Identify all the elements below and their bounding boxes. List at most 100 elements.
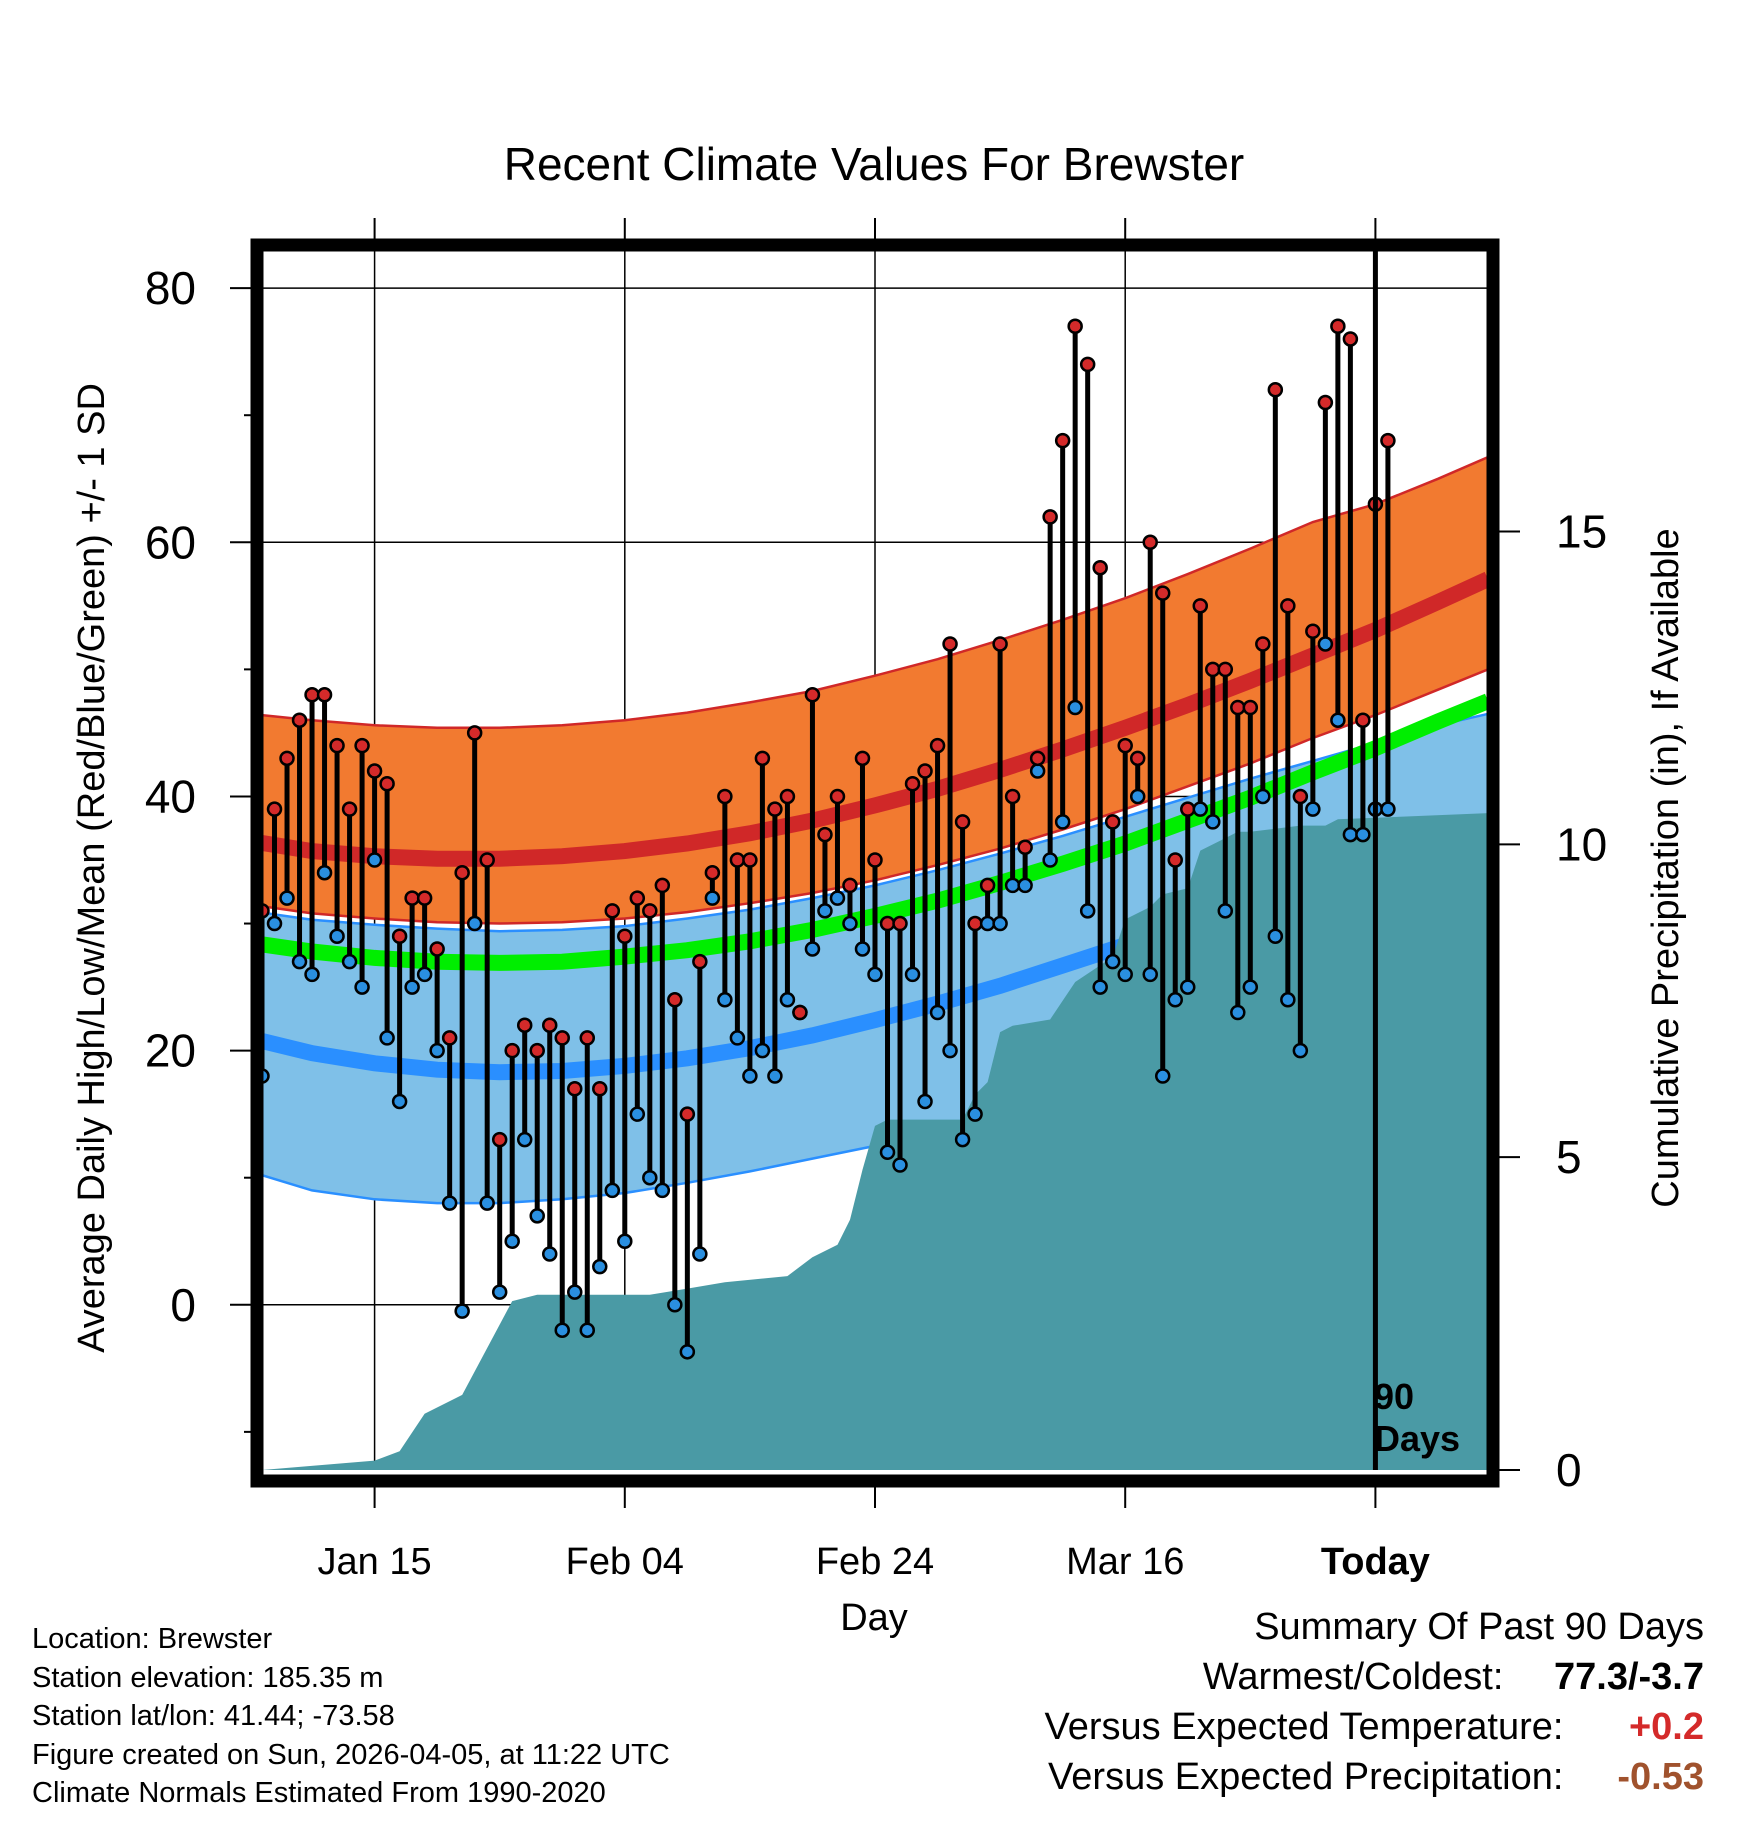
- x-axis-label: Day: [840, 1597, 908, 1639]
- daily-low-point: [1280, 992, 1296, 1008]
- daily-low-point: [954, 1131, 971, 1148]
- daily-low-point: [341, 953, 358, 970]
- summary-heading: Summary Of Past 90 Days: [1254, 1606, 1704, 1648]
- daily-low-point: [1104, 953, 1121, 970]
- daily-low-point: [379, 1030, 395, 1046]
- daily-low-point: [1042, 852, 1058, 868]
- daily-low-point: [1029, 763, 1046, 779]
- daily-high-point: [316, 687, 333, 703]
- precip-area: [262, 813, 1488, 1470]
- daily-low-point: [692, 1246, 708, 1262]
- y-axis: 80 60 40 20 0: [145, 262, 257, 1433]
- daily-low-point: [717, 992, 733, 1008]
- daily-high-point: [829, 788, 846, 805]
- daily-low-point: [1129, 788, 1146, 805]
- daily-low-point: [579, 1322, 596, 1338]
- daily-low-point: [654, 1182, 671, 1199]
- daily-low-point: [316, 864, 333, 881]
- daily-high-point: [354, 737, 370, 754]
- daily-low-point: [354, 979, 370, 995]
- created-text: Figure created on Sun, 2026-04-05, at 11…: [32, 1738, 670, 1771]
- daily-low-point: [867, 966, 883, 983]
- daily-low-point: [992, 915, 1008, 932]
- daily-low-point: [1142, 966, 1158, 983]
- daily-low-point: [629, 1106, 646, 1122]
- daily-low-point: [929, 1004, 946, 1021]
- y-tick-label: 20: [145, 1025, 196, 1077]
- daily-high-point: [692, 953, 708, 970]
- daily-low-point: [592, 1258, 608, 1275]
- daily-high-point: [304, 687, 320, 703]
- high-mean-line: [262, 571, 1488, 867]
- daily-high-point: [416, 890, 433, 906]
- chart-title: Recent Climate Values For Brewster: [504, 138, 1245, 190]
- daily-low-point: [704, 890, 721, 906]
- daily-high-point: [804, 687, 821, 703]
- precip-value: -0.53: [1617, 1756, 1704, 1798]
- daily-high-point: [892, 915, 908, 932]
- daily-low-point: [304, 966, 320, 983]
- y2-tick-label: 5: [1556, 1131, 1582, 1183]
- daily-high-point: [867, 852, 883, 868]
- daily-low-point: [504, 1233, 520, 1249]
- x-tick-label: Feb 24: [816, 1541, 934, 1583]
- daily-high-point: [704, 864, 721, 881]
- daily-high-point: [817, 826, 833, 843]
- daily-high-point: [1292, 788, 1309, 805]
- daily-low-point: [892, 1157, 908, 1173]
- daily-high-point: [904, 776, 921, 792]
- daily-high-point: [529, 1042, 545, 1059]
- daily-high-point: [1280, 598, 1296, 614]
- x-tick-label: Jan 15: [318, 1541, 432, 1583]
- daily-low-point: [516, 1131, 533, 1148]
- daily-high-point: [1054, 432, 1071, 449]
- daily-high-point: [779, 788, 796, 805]
- daily-high-point: [729, 852, 746, 868]
- daily-low-point: [1079, 903, 1096, 919]
- daily-high-point: [942, 636, 958, 652]
- daily-low-point: [1230, 1004, 1246, 1021]
- daily-low-point: [1217, 903, 1234, 919]
- daily-low-point: [366, 852, 383, 868]
- daily-high-point: [1205, 661, 1221, 678]
- daily-high-point: [1330, 318, 1346, 334]
- daily-low-point: [1330, 712, 1346, 728]
- daily-high-point: [1167, 852, 1183, 868]
- daily-high-point: [466, 725, 483, 741]
- daily-high-point: [592, 1081, 608, 1097]
- daily-high-point: [291, 712, 308, 728]
- daily-high-point: [754, 750, 771, 767]
- daily-low-point: [1305, 801, 1321, 817]
- daily-high-point: [491, 1131, 508, 1148]
- daily-low-point: [879, 1144, 896, 1161]
- daily-low-point: [817, 903, 833, 919]
- daily-high-point: [1042, 509, 1058, 525]
- precipitation-area: [262, 813, 1488, 1470]
- daily-high-point: [879, 915, 896, 932]
- daily-low-point: [291, 953, 308, 970]
- high-normal-band: [262, 455, 1488, 925]
- daily-low-point: [979, 915, 996, 932]
- daily-high-point: [1092, 559, 1108, 576]
- daily-low-point: [567, 1284, 583, 1300]
- daily-high-point: [1217, 661, 1234, 678]
- elevation-text: Station elevation: 185.35 m: [32, 1661, 384, 1694]
- daily-high-point: [917, 763, 933, 779]
- warmest-label: Warmest/Coldest:: [1202, 1656, 1504, 1698]
- daily-low-point: [429, 1042, 445, 1059]
- daily-high-point: [1029, 750, 1046, 767]
- daily-low-point: [679, 1344, 696, 1360]
- daily-low-point: [1267, 928, 1284, 944]
- daily-low-point: [1342, 826, 1359, 843]
- daily-low-point: [1092, 979, 1108, 995]
- daily-high-point: [554, 1030, 570, 1046]
- summary-warmest-row: Warmest/Coldest: 77.3/-3.7: [1045, 1652, 1704, 1702]
- daily-high-point: [967, 915, 983, 932]
- daily-low-point: [742, 1068, 758, 1084]
- station-info: Location: Brewster Station elevation: 18…: [32, 1620, 670, 1813]
- y-tick-label: 60: [145, 516, 196, 568]
- daily-low-point: [479, 1195, 495, 1211]
- daily-low-point: [1242, 979, 1259, 995]
- daily-low-point: [491, 1284, 508, 1300]
- daily-low-point: [1017, 877, 1033, 894]
